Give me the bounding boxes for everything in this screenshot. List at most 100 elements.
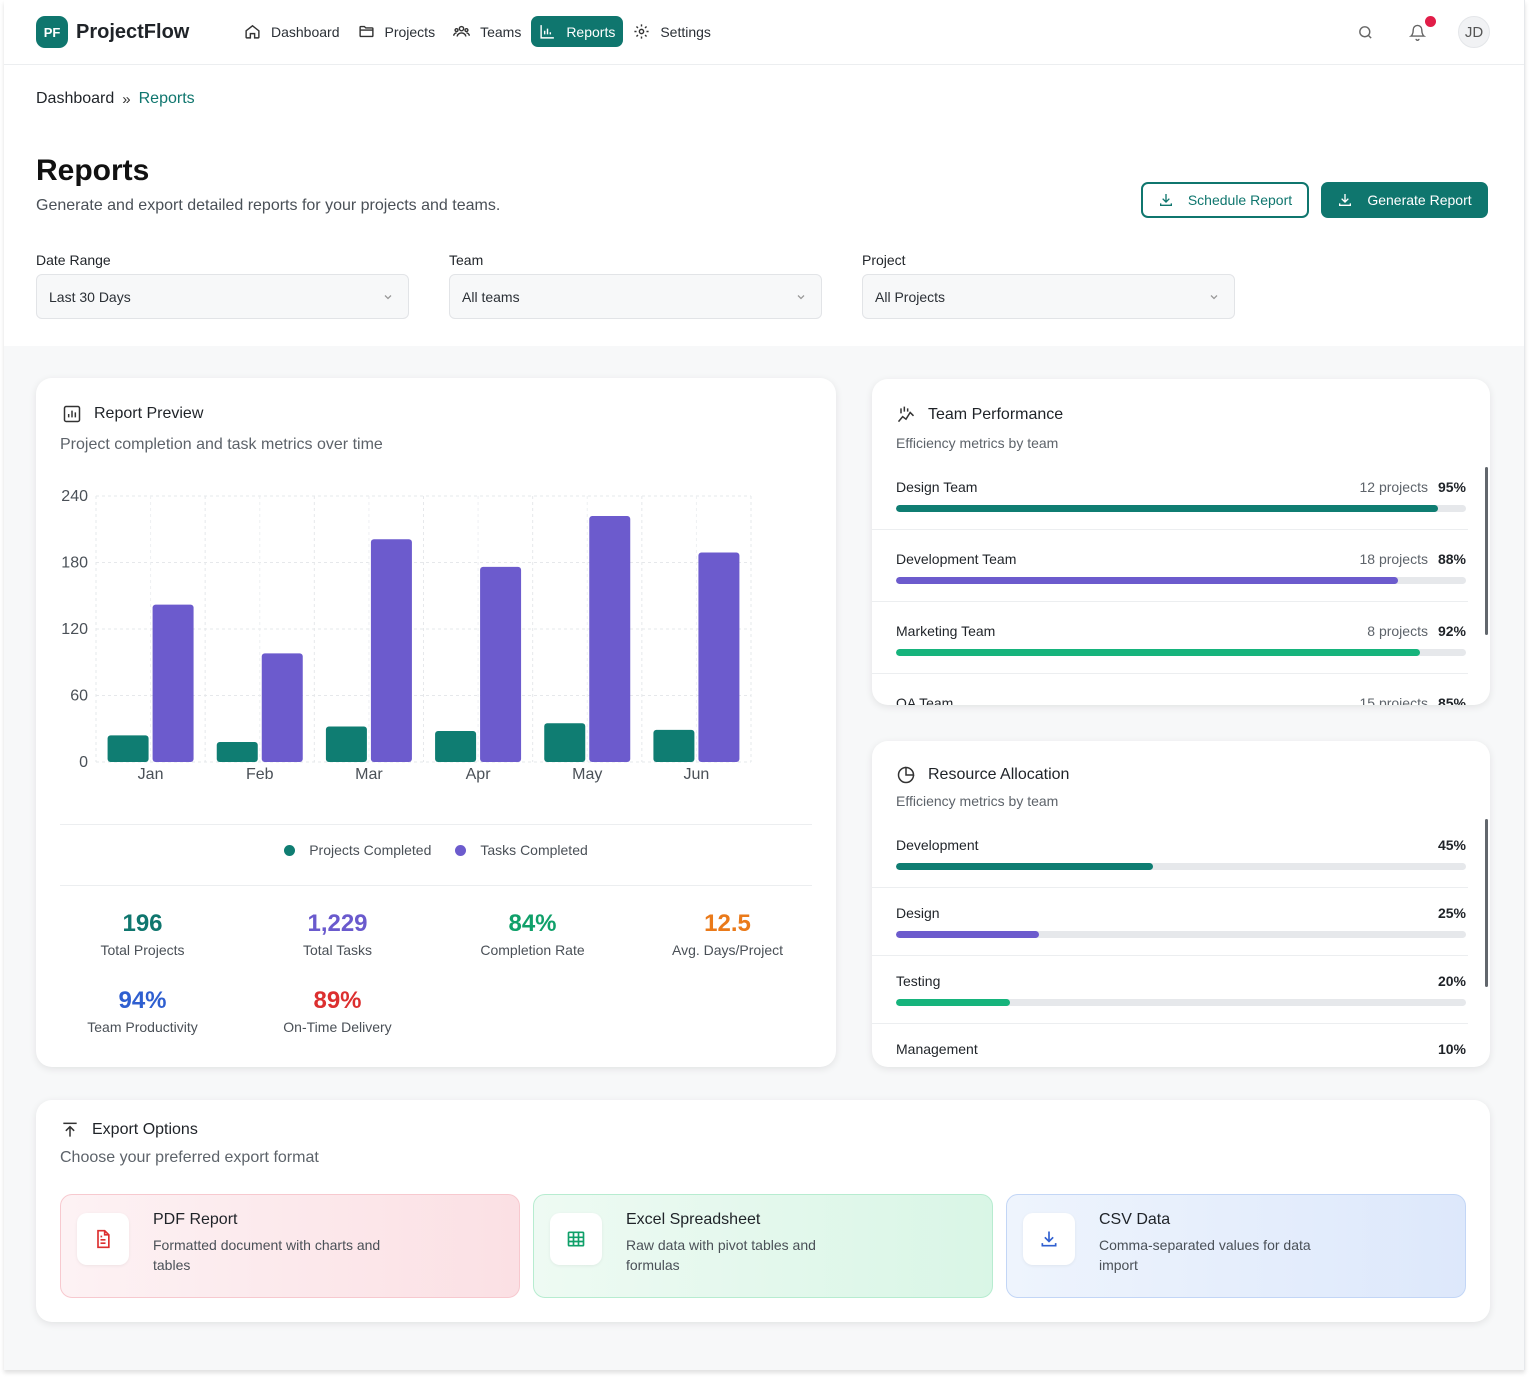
- stat-label: Total Tasks: [303, 942, 372, 958]
- date-range-select[interactable]: Last 30 Days: [36, 274, 409, 319]
- chevron-down-icon: [797, 294, 805, 299]
- logo[interactable]: PF ProjectFlow: [36, 16, 189, 48]
- nav-actions: JD: [1354, 16, 1490, 48]
- legend-dot: [284, 845, 296, 856]
- export-icon-wrap: [550, 1213, 602, 1265]
- filter-label: Project: [862, 252, 906, 268]
- bar-chart: 0 60 120 180 240 Jan Feb Mar Apr May Jun: [61, 488, 752, 783]
- breadcrumb-root[interactable]: Dashboard: [36, 90, 115, 107]
- team-row-qa: QA Team 15 projects 85%: [896, 695, 1466, 705]
- progress-fill: [896, 505, 1438, 512]
- download-icon: [1339, 194, 1352, 206]
- legend-item-tasks[interactable]: Tasks Completed: [455, 842, 588, 858]
- generate-report-button[interactable]: Generate Report: [1321, 182, 1488, 218]
- export-icon-wrap: [1023, 1213, 1075, 1265]
- team-projects: 8 projects: [1367, 623, 1428, 639]
- team-list[interactable]: Design Team 12 projects 95% Development Te…: [872, 469, 1490, 705]
- team-select[interactable]: All teams: [449, 274, 822, 319]
- bell-icon: [1408, 24, 1426, 41]
- y-tick-label: 240: [61, 488, 88, 505]
- users-icon: [453, 25, 471, 37]
- filter-label: Date Range: [36, 252, 111, 268]
- resource-allocation-title: Resource Allocation: [928, 766, 1070, 783]
- export-csv-option[interactable]: CSV Data Comma-separated values for data…: [1006, 1194, 1466, 1298]
- progress-track: [896, 999, 1466, 1006]
- top-nav: PF ProjectFlow Dashboard Projects Teams …: [4, 0, 1524, 65]
- team-projects: 18 projects: [1359, 551, 1428, 567]
- progress-fill: [896, 649, 1421, 656]
- export-pdf-option[interactable]: PDF Report Formatted document with chart…: [60, 1194, 520, 1298]
- x-tick-label: Jun: [684, 766, 710, 783]
- card-title: Report Preview: [62, 404, 203, 424]
- project-select[interactable]: All Projects: [862, 274, 1235, 319]
- y-tick-label: 180: [61, 555, 88, 572]
- breadcrumb-separator: »: [122, 90, 131, 108]
- row-divider: [872, 673, 1468, 674]
- nav-projects[interactable]: Projects: [350, 16, 444, 47]
- nav-reports[interactable]: Reports: [531, 16, 624, 47]
- resource-row-design: Design 25%: [896, 905, 1466, 938]
- chart-legend: Projects Completed Tasks Completed: [36, 842, 836, 858]
- report-preview-title: Report Preview: [94, 405, 204, 422]
- notification-dot: [1425, 16, 1436, 27]
- progress-fill: [896, 577, 1398, 584]
- team-name: Development Team: [896, 551, 1017, 567]
- nav-dashboard[interactable]: Dashboard: [236, 16, 348, 47]
- notifications-button[interactable]: [1406, 16, 1436, 43]
- stat-completion-rate: 84% Completion Rate: [435, 910, 630, 958]
- export-option-desc: Formatted document with charts and table…: [153, 1237, 381, 1273]
- team-pct: 92%: [1437, 623, 1466, 639]
- search-button[interactable]: [1354, 21, 1376, 43]
- progress-fill: [896, 931, 1039, 938]
- nav-teams[interactable]: Teams: [445, 16, 529, 47]
- scrollbar[interactable]: [1485, 819, 1488, 987]
- team-pct: 85%: [1437, 695, 1466, 705]
- resource-name: Design: [896, 905, 940, 921]
- team-row-design: Design Team 12 projects 95%: [896, 479, 1466, 512]
- legend-item-projects[interactable]: Projects Completed: [284, 842, 431, 858]
- resource-name: Management: [896, 1041, 978, 1057]
- nav-label: Projects: [384, 23, 436, 40]
- resource-list[interactable]: Development 45% Design 25% Testing 20% Mana…: [872, 829, 1490, 1067]
- stat-label: Completion Rate: [480, 942, 585, 958]
- card-title: Export Options: [60, 1120, 198, 1140]
- generate-report-label: Generate Report: [1367, 192, 1472, 208]
- resource-allocation-card: Resource Allocation Efficiency metrics b…: [872, 741, 1490, 1067]
- bar-tasks-jun: [698, 552, 740, 762]
- nav-settings[interactable]: Settings: [625, 16, 719, 47]
- export-option-desc: Raw data with pivot tables and formulas: [626, 1237, 816, 1273]
- team-row-marketing: Marketing Team 8 projects 92%: [896, 623, 1466, 656]
- progress-track: [896, 505, 1466, 512]
- team-name: Marketing Team: [896, 623, 996, 639]
- legend-label: Tasks Completed: [480, 842, 588, 858]
- resource-pct: 10%: [1437, 1041, 1466, 1057]
- resource-name: Development: [896, 837, 979, 853]
- select-value: All Projects: [875, 288, 946, 305]
- filter-label: Team: [449, 252, 484, 268]
- team-pct: 95%: [1437, 479, 1466, 495]
- progress-track: [896, 577, 1466, 584]
- card-title: Resource Allocation: [896, 765, 1069, 785]
- resource-row-development: Development 45%: [896, 837, 1466, 870]
- export-option-title: Excel Spreadsheet: [626, 1211, 761, 1228]
- report-preview-card: Report Preview Project completion and ta…: [36, 378, 836, 1067]
- breadcrumb-current: Reports: [138, 90, 195, 107]
- resource-name: Testing: [896, 973, 941, 989]
- row-divider: [872, 601, 1468, 602]
- schedule-report-button[interactable]: Schedule Report: [1141, 182, 1309, 218]
- y-tick-label: 120: [61, 621, 88, 638]
- team-performance-subtitle: Efficiency metrics by team: [896, 435, 1059, 451]
- row-divider: [872, 1023, 1468, 1024]
- bar-tasks-may: [589, 515, 631, 762]
- legend-label: Projects Completed: [309, 842, 432, 858]
- nav-label: Teams: [480, 23, 522, 40]
- progress-track: [896, 649, 1466, 656]
- team-performance-title: Team Performance: [928, 406, 1064, 423]
- scrollbar[interactable]: [1485, 467, 1488, 635]
- export-excel-option[interactable]: Excel Spreadsheet Raw data with pivot ta…: [533, 1194, 993, 1298]
- chevron-down-icon: [384, 294, 392, 299]
- stat-value: 94%: [118, 987, 167, 1014]
- stat-label: Total Projects: [100, 942, 185, 958]
- stat-label: On-Time Delivery: [283, 1019, 392, 1035]
- avatar[interactable]: JD: [1458, 16, 1490, 48]
